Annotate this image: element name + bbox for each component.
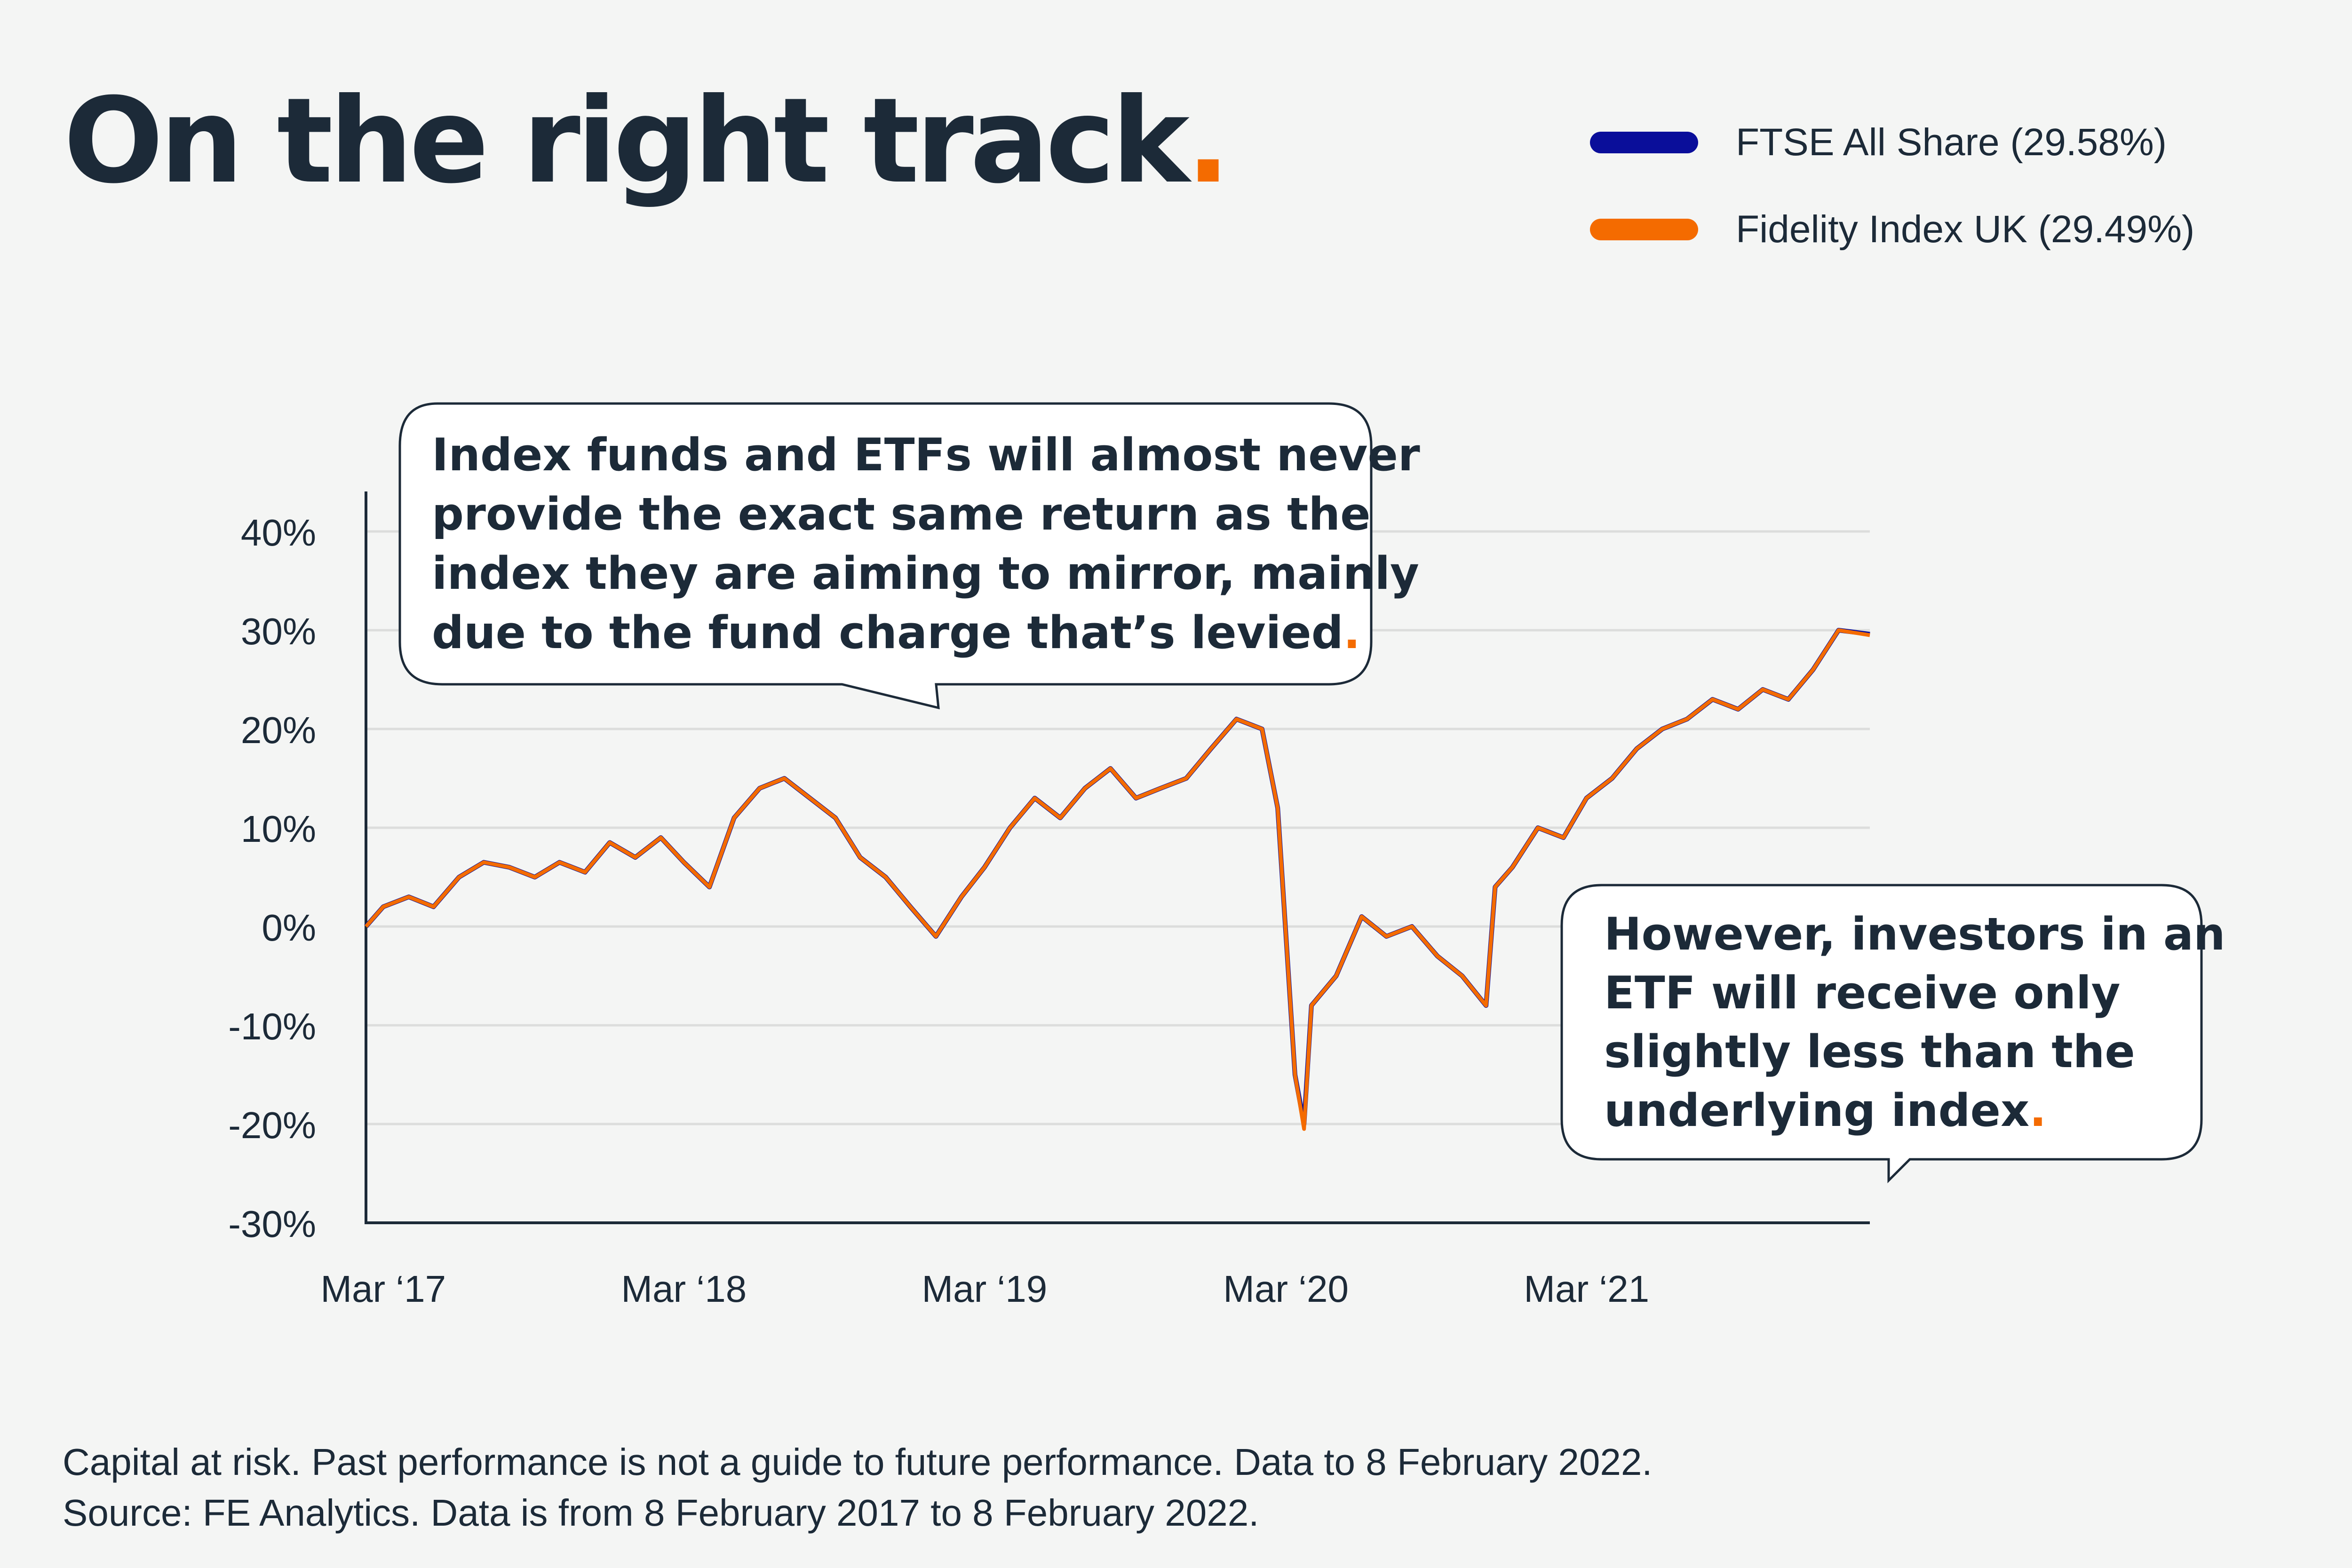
legend-swatch-fidelity (1590, 218, 1698, 240)
series-line-fidelity-index-uk (364, 628, 1870, 1131)
legend-swatch-ftse (1590, 131, 1698, 153)
footer-disclaimer: Capital at risk. Past performance is not… (63, 1437, 1653, 1538)
callout-bottom-line: However, investors in an (1604, 909, 2225, 960)
callout-top-bubble (398, 402, 1373, 710)
callout-top-line: Index funds and ETFs will almost never (432, 429, 1420, 481)
y-tick-label: 20% (241, 709, 316, 751)
x-tick-label: Mar ‘20 (1223, 1268, 1349, 1310)
y-axis-tick-labels: 40% 30% 20% 10% 0% -10% -20% -30% (228, 512, 316, 1245)
x-tick-label: Mar ‘21 (1524, 1268, 1649, 1310)
callout-top-text: Index funds and ETFs will almost never p… (432, 426, 1420, 663)
y-tick-label: 30% (241, 610, 316, 652)
x-tick-label: Mar ‘18 (621, 1268, 747, 1310)
callout-bottom-line: slightly less than the (1604, 1026, 2135, 1078)
x-axis-tick-labels: Mar ‘17 Mar ‘18 Mar ‘19 Mar ‘20 Mar ‘21 (320, 1268, 1649, 1310)
callout-top-line: due to the fund charge that’s levied (432, 607, 1343, 659)
callout-bottom-text: However, investors in an ETF will receiv… (1604, 905, 2225, 1140)
legend-item-fidelity: Fidelity Index UK (29.49%) (1590, 186, 2194, 273)
y-tick-label: 40% (241, 512, 316, 554)
callout-bottom-bubble (1560, 884, 2203, 1184)
callout-top-line: provide the exact same return as the (432, 489, 1371, 540)
callout-bottom-accent-dot: . (2029, 1085, 2047, 1137)
x-tick-label: Mar ‘17 (320, 1268, 446, 1310)
y-tick-label: -10% (228, 1006, 316, 1047)
title-accent-dot: . (1186, 72, 1231, 209)
callout-top-accent-dot: . (1343, 607, 1360, 659)
chart-title: On the right track. (64, 82, 1231, 200)
y-tick-label: -20% (228, 1104, 316, 1146)
y-tick-label: 0% (262, 907, 316, 949)
x-tick-label: Mar ‘19 (922, 1268, 1047, 1310)
footer-line-2: Source: FE Analytics. Data is from 8 Feb… (63, 1492, 1259, 1534)
legend-label-ftse: FTSE All Share (29.58%) (1736, 120, 2167, 164)
chart-title-text: On the right track (64, 72, 1190, 209)
footer-line-1: Capital at risk. Past performance is not… (63, 1441, 1653, 1483)
callout-bottom-line-last: underlying index. (1604, 1082, 2225, 1140)
legend-item-ftse: FTSE All Share (29.58%) (1590, 99, 2194, 186)
callout-top-line: index they are aiming to mirror, mainly (432, 548, 1419, 600)
series-lines (364, 628, 1870, 1131)
callout-bottom-line: underlying index (1604, 1085, 2030, 1137)
legend: FTSE All Share (29.58%) Fidelity Index U… (1590, 99, 2194, 273)
callout-top-line-last: due to the fund charge that’s levied. (432, 603, 1420, 663)
callout-bottom-line: ETF will receive only (1604, 967, 2121, 1019)
y-tick-label: 10% (241, 808, 316, 850)
y-tick-label: -30% (228, 1203, 316, 1245)
legend-label-fidelity: Fidelity Index UK (29.49%) (1736, 207, 2195, 251)
